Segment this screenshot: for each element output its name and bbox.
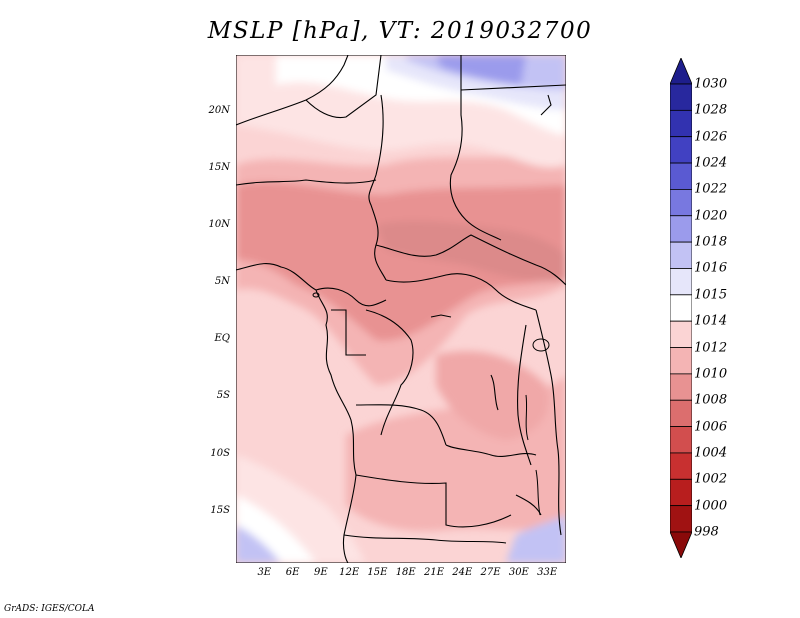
colorbar-level-label: 1008 <box>694 392 728 408</box>
lat-tick-label: 10S <box>210 447 230 459</box>
colorbar-segment <box>670 136 692 164</box>
lat-tick-label: 15S <box>210 504 230 516</box>
colorbar-segment <box>670 109 692 138</box>
lat-tick-label: 20N <box>208 105 230 117</box>
colorbar-level-label: 1022 <box>694 181 728 197</box>
lat-tick-label: 10N <box>208 219 230 231</box>
grads-credit: GrADS: IGES/COLA <box>4 604 95 614</box>
lon-tick-label: 15E <box>367 567 388 578</box>
field-1016-south <box>236 525 281 563</box>
lat-tick-label: 15N <box>208 162 230 174</box>
pressure-field <box>236 55 566 563</box>
lat-tick-label: EQ <box>214 333 231 345</box>
lon-tick-label: 18E <box>395 567 416 578</box>
lon-tick-label: 3E <box>257 567 272 578</box>
colorbar-segment <box>670 426 692 454</box>
colorbar-segment <box>670 241 692 269</box>
lon-tick-label: 21E <box>423 567 445 578</box>
pressure-colorbar <box>670 58 692 558</box>
colorbar-level-label: 1018 <box>694 234 728 250</box>
lat-tick-label: 5S <box>216 390 230 402</box>
field-1007-core <box>376 220 566 282</box>
colorbar-level-label: 1014 <box>694 313 728 329</box>
lon-tick-label: 6E <box>285 567 300 578</box>
country-borders <box>236 55 566 563</box>
colorbar-segment <box>670 320 692 348</box>
colorbar-level-label: 1016 <box>694 260 728 276</box>
colorbar-level-label: 1026 <box>694 129 728 145</box>
colorbar-segment <box>670 347 692 375</box>
colorbar-segment <box>670 189 692 217</box>
colorbar-level-label: 1004 <box>694 445 728 461</box>
field-1008-band <box>236 182 566 341</box>
lon-tick-label: 12E <box>339 567 360 578</box>
colorbar-segment <box>670 268 692 296</box>
colorbar-segment <box>670 215 692 243</box>
lon-tick-label: 24E <box>452 567 473 578</box>
lon-tick-label: 33E <box>537 567 558 578</box>
colorbar-level-label: 1000 <box>694 498 728 514</box>
colorbar-segment <box>670 373 692 401</box>
lon-tick-label: 30E <box>508 567 529 578</box>
colorbar-level-label: 1006 <box>694 419 728 435</box>
colorbar-level-label: 1024 <box>694 155 728 171</box>
colorbar-segment <box>670 478 692 507</box>
map-panel <box>236 55 566 563</box>
colorbar-segment <box>670 162 692 190</box>
colorbar-top-arrow <box>670 58 692 85</box>
field-1016-southeast <box>506 515 566 563</box>
lon-tick-label: 27E <box>480 567 501 578</box>
colorbar-bottom-arrow <box>670 531 692 558</box>
colorbar-segment <box>670 83 692 111</box>
colorbar-segment <box>670 399 692 427</box>
colorbar-level-label: 1002 <box>694 471 728 487</box>
colorbar-level-label: 998 <box>694 524 719 540</box>
field-1009-east <box>436 351 549 440</box>
map-title: MSLP [hPa], VT: 2019032700 <box>207 18 593 44</box>
field-1020-north <box>436 55 526 85</box>
colorbar-level-label: 1030 <box>694 76 728 92</box>
colorbar-segment <box>670 294 692 322</box>
lat-tick-label: 5N <box>214 276 230 288</box>
lake-outlines <box>312 292 550 516</box>
colorbar-segment <box>670 505 692 533</box>
lon-tick-label: 9E <box>314 567 328 578</box>
colorbar-segment <box>670 452 692 480</box>
colorbar-level-label: 1028 <box>694 102 728 118</box>
colorbar-level-label: 1020 <box>694 208 728 224</box>
colorbar-level-label: 1010 <box>694 366 728 382</box>
colorbar-level-label: 1015 <box>694 287 728 303</box>
colorbar-level-label: 1012 <box>694 340 728 356</box>
pressure-map <box>236 55 566 563</box>
